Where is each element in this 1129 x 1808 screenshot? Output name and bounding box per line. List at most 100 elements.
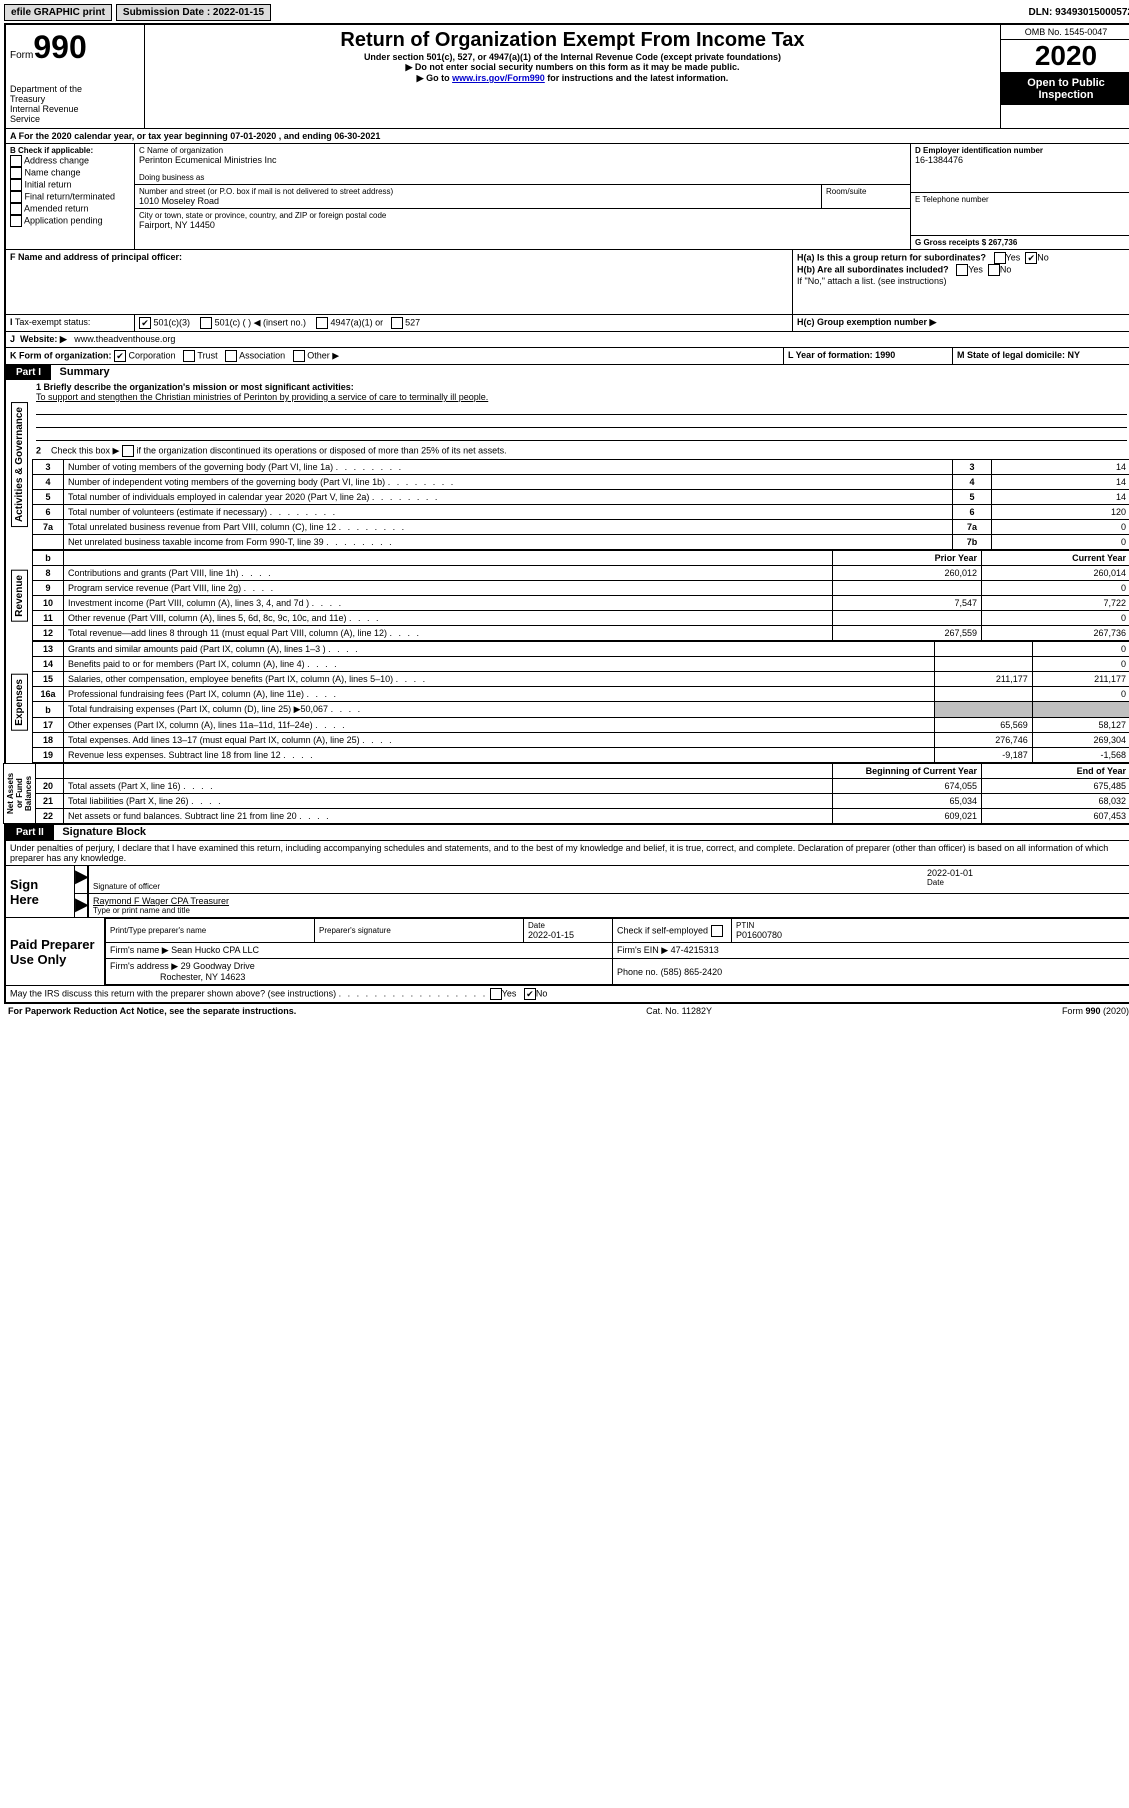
tax-exempt-row: I Tax-exempt status: 501(c)(3) 501(c) ( …	[6, 314, 1129, 331]
box-g-label: G Gross receipts $ 267,736	[915, 238, 1127, 247]
box-d-label: D Employer identification number	[915, 146, 1127, 155]
room-label: Room/suite	[826, 187, 906, 196]
opt-final-label: Final return/terminated	[25, 191, 116, 201]
line-a-text: For the 2020 calendar year, or tax year …	[19, 131, 381, 141]
footer: For Paperwork Reduction Act Notice, see …	[4, 1004, 1129, 1018]
line-m: M State of legal domicile: NY	[957, 350, 1080, 360]
paid-preparer-block: Paid Preparer Use Only Print/Type prepar…	[6, 917, 1129, 985]
website-value[interactable]: www.theadventhouse.org	[74, 334, 175, 344]
cb-4947[interactable]	[316, 317, 328, 329]
form-org-row: K Form of organization: Corporation Trus…	[6, 347, 1129, 364]
box-b-label: B Check if applicable:	[10, 146, 130, 155]
cb-assoc[interactable]	[225, 350, 237, 362]
opt-final-return[interactable]: Final return/terminated	[10, 191, 130, 203]
cb-trust[interactable]	[183, 350, 195, 362]
prep-check-label: Check if self-employed	[617, 925, 708, 935]
revenue-table: bPrior YearCurrent Year8Contributions an…	[32, 550, 1129, 641]
part1-badge: Part I	[6, 365, 51, 380]
no-label2: No	[1000, 264, 1012, 274]
opt-name-label: Name change	[25, 167, 81, 177]
opt-name-change[interactable]: Name change	[10, 167, 130, 179]
ha-label: H(a) Is this a group return for subordin…	[797, 252, 986, 262]
form-label: Form	[10, 50, 33, 61]
officer-name-label: Type or print name and title	[93, 906, 1127, 915]
sidebar-ag: Activities & Governance	[11, 402, 28, 527]
inspection-badge: Open to Public Inspection	[1001, 73, 1129, 105]
net-assets-section: Net Assets or Fund Balances Beginning of…	[6, 763, 1129, 824]
top-bar: efile GRAPHIC print Submission Date : 20…	[4, 4, 1129, 21]
ptin-label: PTIN	[736, 921, 1126, 930]
opt-pending-label: Application pending	[24, 215, 103, 225]
opt-assoc: Association	[239, 350, 285, 360]
footer-right: Form 990 (2020)	[1062, 1006, 1129, 1016]
cb-501c3[interactable]	[139, 317, 151, 329]
activities-governance-section: Activities & Governance 1 Briefly descri…	[6, 380, 1129, 550]
opt-initial-return[interactable]: Initial return	[10, 179, 130, 191]
box-c-name-label: C Name of organization	[139, 146, 906, 155]
part2-header-row: Part II Signature Block	[6, 824, 1129, 840]
prep-date: 2022-01-15	[528, 930, 608, 940]
sign-date-label: Date	[927, 878, 1127, 887]
ag-table: 3Number of voting members of the governi…	[32, 459, 1129, 550]
opt-amended-label: Amended return	[24, 203, 89, 213]
irs-no: No	[536, 988, 548, 998]
opt-other: Other ▶	[307, 350, 339, 360]
paid-preparer-label: Paid Preparer Use Only	[6, 918, 105, 985]
irs-q: May the IRS discuss this return with the…	[10, 988, 336, 998]
firm-addr: 29 Goodway Drive	[181, 961, 255, 971]
sidebar-net: Net Assets or Fund Balances	[3, 763, 36, 824]
irs-discuss-row: May the IRS discuss this return with the…	[6, 985, 1129, 1002]
q1-text: To support and stengthen the Christian m…	[36, 392, 1127, 402]
cb-self-employed[interactable]	[711, 925, 723, 937]
website-row: J Website: ▶ www.theadventhouse.org	[6, 331, 1129, 347]
sign-date: 2022-01-01	[927, 868, 1127, 878]
cb-other[interactable]	[293, 350, 305, 362]
cb-irs-no[interactable]	[524, 988, 536, 1000]
form-title: Return of Organization Exempt From Incom…	[149, 29, 996, 52]
tax-year: 2020	[1001, 40, 1129, 73]
opt-address-change[interactable]: Address change	[10, 155, 130, 167]
sign-here-label: Sign Here	[6, 866, 75, 917]
firm-ein-label: Firm's EIN ▶	[617, 945, 668, 955]
opt-trust: Trust	[197, 350, 217, 360]
prep-print-label: Print/Type preparer's name	[110, 926, 310, 935]
submission-date-button[interactable]: Submission Date : 2022-01-15	[116, 4, 271, 21]
hc-label: H(c) Group exemption number ▶	[797, 317, 936, 327]
opt-amended-return[interactable]: Amended return	[10, 203, 130, 215]
cb-501c[interactable]	[200, 317, 212, 329]
note-pre: Go to	[426, 73, 452, 83]
note-post: for instructions and the latest informat…	[545, 73, 729, 83]
part1-header-row: Part I Summary	[6, 364, 1129, 380]
identity-block: B Check if applicable: Address change Na…	[6, 143, 1129, 249]
net-table: Beginning of Current YearEnd of Year20To…	[32, 763, 1129, 824]
cb-irs-yes[interactable]	[490, 988, 502, 1000]
efile-button[interactable]: efile GRAPHIC print	[4, 4, 112, 21]
sidebar-expenses: Expenses	[11, 674, 28, 731]
no-label: No	[1037, 252, 1049, 262]
declaration: Under penalties of perjury, I declare th…	[6, 840, 1129, 865]
prep-date-label: Date	[528, 921, 608, 930]
cb-527[interactable]	[391, 317, 403, 329]
firm-ein: 47-4215313	[671, 945, 719, 955]
opt-4947: 4947(a)(1) or	[331, 317, 384, 327]
ptin-value: P01600780	[736, 930, 1126, 940]
firm-addr-label: Firm's address ▶	[110, 961, 178, 971]
sign-here-block: Sign Here ▶ Signature of officer 2022-01…	[6, 865, 1129, 917]
cb-corp[interactable]	[114, 350, 126, 362]
footer-center: Cat. No. 11282Y	[646, 1006, 712, 1016]
opt-corp: Corporation	[129, 350, 176, 360]
phone-value: (585) 865-2420	[661, 967, 723, 977]
form990-link[interactable]: www.irs.gov/Form990	[452, 73, 545, 83]
line-k-label: K Form of organization:	[10, 350, 112, 360]
officer-name: Raymond F Wager CPA Treasurer	[93, 896, 1127, 906]
omb-number: OMB No. 1545-0047	[1001, 25, 1129, 40]
form-subtitle: Under section 501(c), 527, or 4947(a)(1)…	[149, 52, 996, 62]
opt-app-pending[interactable]: Application pending	[10, 215, 130, 227]
opt-527: 527	[405, 317, 420, 327]
yes-label2: Yes	[968, 264, 983, 274]
officer-group-block: F Name and address of principal officer:…	[6, 249, 1129, 314]
irs-yes: Yes	[502, 988, 517, 998]
firm-name: Sean Hucko CPA LLC	[171, 945, 259, 955]
part1-title: Summary	[54, 366, 110, 378]
prep-sig-label: Preparer's signature	[319, 926, 519, 935]
